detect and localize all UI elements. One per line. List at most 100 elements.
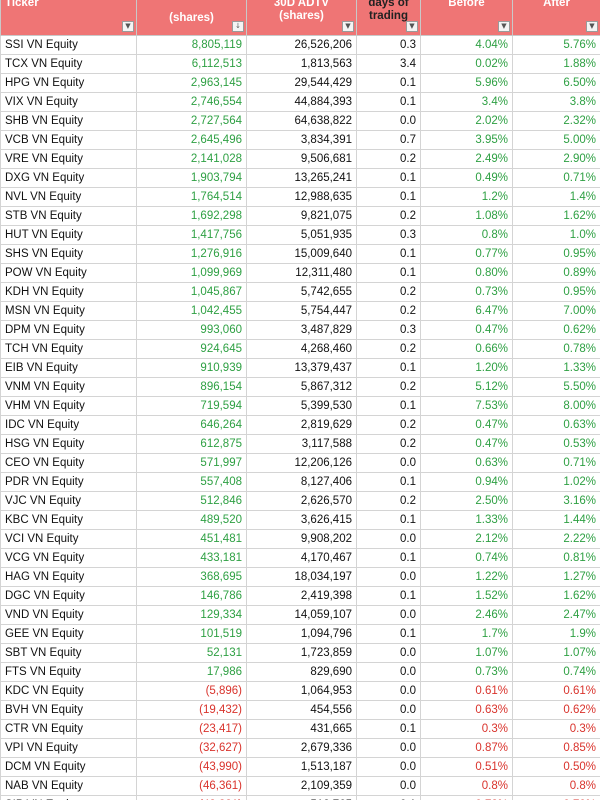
cell-ticker[interactable]: VHM VN Equity (0, 396, 137, 416)
cell-ticker[interactable]: EIB VN Equity (0, 358, 137, 378)
cell-adtv[interactable]: 12,311,480 (246, 263, 357, 283)
cell-adtv[interactable]: 5,742,655 (246, 282, 357, 302)
cell-before[interactable]: 0.47% (420, 415, 513, 435)
cell-shares[interactable]: 924,645 (136, 339, 247, 359)
cell-ticker[interactable]: KDH VN Equity (0, 282, 137, 302)
cell-after[interactable]: 7.00% (512, 301, 600, 321)
cell-ticker[interactable]: DCM VN Equity (0, 757, 137, 777)
cell-adtv[interactable]: 4,170,467 (246, 548, 357, 568)
cell-after[interactable]: 1.0% (512, 225, 600, 245)
cell-after[interactable]: 3.16% (512, 491, 600, 511)
cell-shares[interactable]: 101,519 (136, 624, 247, 644)
cell-adtv[interactable]: 15,009,640 (246, 244, 357, 264)
cell-shares[interactable]: 646,264 (136, 415, 247, 435)
cell-days[interactable]: 0.0 (356, 605, 421, 625)
cell-shares[interactable]: 612,875 (136, 434, 247, 454)
cell-days[interactable]: 0.1 (356, 358, 421, 378)
cell-before[interactable]: 0.87% (420, 738, 513, 758)
cell-before[interactable]: 0.61% (420, 681, 513, 701)
cell-days[interactable]: 0.0 (356, 453, 421, 473)
cell-shares[interactable]: 2,141,028 (136, 149, 247, 169)
cell-before[interactable]: 1.52% (420, 586, 513, 606)
cell-ticker[interactable]: VRE VN Equity (0, 149, 137, 169)
cell-ticker[interactable]: VCG VN Equity (0, 548, 137, 568)
cell-days[interactable]: 0.2 (356, 434, 421, 454)
cell-shares[interactable]: 1,903,794 (136, 168, 247, 188)
cell-ticker[interactable]: NAB VN Equity (0, 776, 137, 796)
cell-before[interactable]: 3.4% (420, 92, 513, 112)
cell-after[interactable]: 1.88% (512, 54, 600, 74)
filter-dropdown-icon[interactable]: ▼ (498, 21, 510, 32)
cell-days[interactable]: 0.0 (356, 643, 421, 663)
cell-days[interactable]: 0.1 (356, 396, 421, 416)
cell-shares[interactable]: (43,990) (136, 757, 247, 777)
cell-before[interactable]: 2.02% (420, 111, 513, 131)
cell-days[interactable]: 0.0 (356, 757, 421, 777)
cell-shares[interactable]: (19,432) (136, 700, 247, 720)
cell-days[interactable]: 0.2 (356, 206, 421, 226)
cell-after[interactable]: 2.47% (512, 605, 600, 625)
cell-adtv[interactable]: 5,867,312 (246, 377, 357, 397)
cell-ticker[interactable]: DGC VN Equity (0, 586, 137, 606)
cell-before[interactable]: 6.47% (420, 301, 513, 321)
cell-shares[interactable]: 2,727,564 (136, 111, 247, 131)
cell-adtv[interactable]: 1,064,953 (246, 681, 357, 701)
cell-adtv[interactable]: 829,690 (246, 662, 357, 682)
cell-after[interactable]: 5.50% (512, 377, 600, 397)
cell-adtv[interactable]: 5,399,530 (246, 396, 357, 416)
cell-after[interactable]: 0.71% (512, 453, 600, 473)
cell-after[interactable]: 0.85% (512, 738, 600, 758)
cell-before[interactable]: 1.33% (420, 510, 513, 530)
cell-before[interactable]: 1.22% (420, 567, 513, 587)
cell-shares[interactable]: 557,408 (136, 472, 247, 492)
cell-shares[interactable]: 2,746,554 (136, 92, 247, 112)
cell-before[interactable]: 0.72% (420, 795, 513, 800)
cell-ticker[interactable]: VIX VN Equity (0, 92, 137, 112)
cell-shares[interactable]: (23,417) (136, 719, 247, 739)
cell-days[interactable]: 0.7 (356, 130, 421, 150)
cell-days[interactable]: 3.4 (356, 54, 421, 74)
cell-days[interactable]: 0.2 (356, 282, 421, 302)
cell-before[interactable]: 0.63% (420, 453, 513, 473)
cell-after[interactable]: 5.00% (512, 130, 600, 150)
cell-before[interactable]: 1.08% (420, 206, 513, 226)
cell-ticker[interactable]: VPI VN Equity (0, 738, 137, 758)
cell-after[interactable]: 0.62% (512, 700, 600, 720)
cell-ticker[interactable]: TCX VN Equity (0, 54, 137, 74)
cell-days[interactable]: 0.0 (356, 111, 421, 131)
cell-after[interactable]: 1.4% (512, 187, 600, 207)
cell-after[interactable]: 2.32% (512, 111, 600, 131)
cell-days[interactable]: 0.0 (356, 529, 421, 549)
cell-days[interactable]: 0.2 (356, 491, 421, 511)
cell-days[interactable]: 0.1 (356, 187, 421, 207)
cell-shares[interactable]: 896,154 (136, 377, 247, 397)
cell-ticker[interactable]: SHB VN Equity (0, 111, 137, 131)
cell-ticker[interactable]: HPG VN Equity (0, 73, 137, 93)
cell-before[interactable]: 0.77% (420, 244, 513, 264)
cell-days[interactable]: 0.2 (356, 149, 421, 169)
cell-before[interactable]: 5.96% (420, 73, 513, 93)
cell-after[interactable]: 6.50% (512, 73, 600, 93)
cell-adtv[interactable]: 12,988,635 (246, 187, 357, 207)
cell-days[interactable]: 0.2 (356, 339, 421, 359)
cell-before[interactable]: 2.50% (420, 491, 513, 511)
cell-after[interactable]: 3.8% (512, 92, 600, 112)
cell-before[interactable]: 0.8% (420, 776, 513, 796)
cell-shares[interactable]: 489,520 (136, 510, 247, 530)
cell-after[interactable]: 2.90% (512, 149, 600, 169)
cell-after[interactable]: 1.62% (512, 586, 600, 606)
cell-ticker[interactable]: HSG VN Equity (0, 434, 137, 454)
cell-adtv[interactable]: 454,556 (246, 700, 357, 720)
cell-before[interactable]: 1.07% (420, 643, 513, 663)
cell-adtv[interactable]: 1,723,859 (246, 643, 357, 663)
cell-adtv[interactable]: 8,127,406 (246, 472, 357, 492)
cell-adtv[interactable]: 3,117,588 (246, 434, 357, 454)
cell-after[interactable]: 8.00% (512, 396, 600, 416)
cell-days[interactable]: 0.1 (356, 719, 421, 739)
cell-ticker[interactable]: MSN VN Equity (0, 301, 137, 321)
cell-shares[interactable]: 368,695 (136, 567, 247, 587)
cell-before[interactable]: 0.74% (420, 548, 513, 568)
filter-dropdown-icon[interactable]: ▼ (122, 21, 134, 32)
cell-ticker[interactable]: SBT VN Equity (0, 643, 137, 663)
cell-after[interactable]: 0.95% (512, 244, 600, 264)
